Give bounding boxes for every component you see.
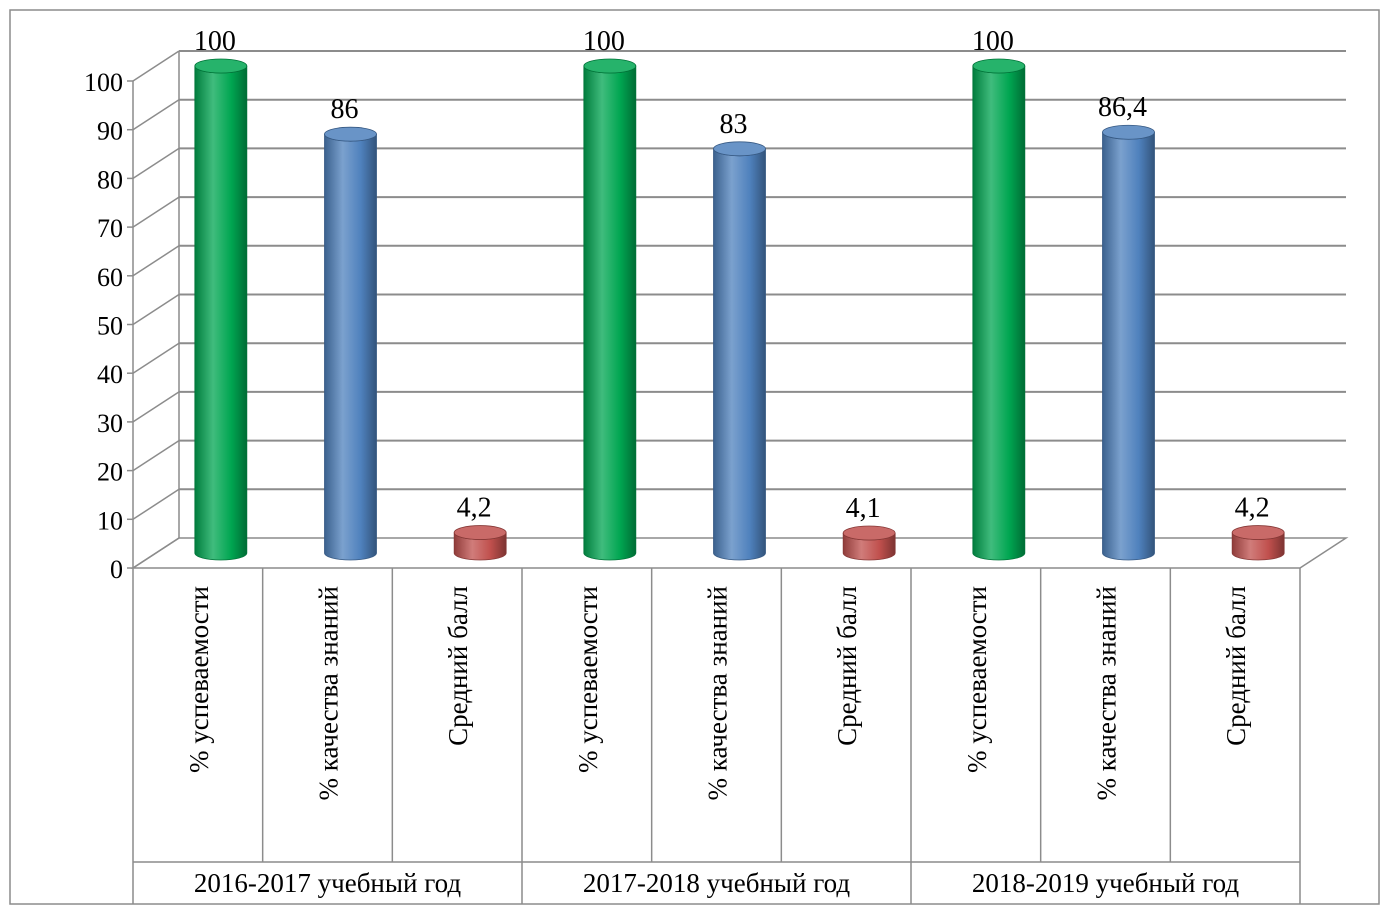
bar-top xyxy=(842,525,896,541)
category-label: % качества знаний xyxy=(314,586,344,800)
gridline-side xyxy=(132,245,180,277)
gridline-side xyxy=(132,488,180,520)
y-tick-label: 80 xyxy=(97,165,123,194)
group-label: 2017-2018 учебный год xyxy=(583,868,850,898)
category-label: Средний балл xyxy=(443,586,473,746)
gridline-side xyxy=(132,342,180,374)
category-label: % качества знаний xyxy=(1092,586,1122,800)
bar-value-label: 86 xyxy=(331,94,359,125)
category-label: Средний балл xyxy=(1221,586,1251,746)
category-label: % успеваемости xyxy=(962,586,992,773)
y-tick-label: 60 xyxy=(97,263,123,292)
bars xyxy=(194,58,1285,561)
gridline-side xyxy=(132,196,180,228)
bar-value-label: 83 xyxy=(720,109,748,140)
gridline-side xyxy=(132,439,180,472)
y-tick-label: 70 xyxy=(97,214,123,243)
y-tick-label: 90 xyxy=(97,117,123,146)
y-tick-label: 30 xyxy=(97,409,123,438)
bar-top xyxy=(583,58,637,74)
bar-top xyxy=(1231,525,1285,540)
group-label: 2016-2017 учебный год xyxy=(194,868,461,898)
axes xyxy=(127,51,1349,904)
bar xyxy=(1102,132,1155,561)
bar-top xyxy=(324,126,377,142)
bar-value-label: 4,1 xyxy=(846,493,881,524)
gridline-side xyxy=(132,391,180,423)
bar xyxy=(324,134,377,561)
bar-top xyxy=(194,58,248,74)
gridline-side xyxy=(132,293,180,326)
gridline-side xyxy=(132,99,180,131)
category-label: Средний балл xyxy=(832,586,862,746)
category-label: % успеваемости xyxy=(573,586,603,773)
bar-value-label: 100 xyxy=(972,26,1014,57)
bar-value-label: 100 xyxy=(583,26,625,57)
bar xyxy=(713,148,766,561)
bar xyxy=(972,65,1026,561)
y-tick-label: 20 xyxy=(97,458,123,487)
y-tick-label: 50 xyxy=(97,312,123,341)
gridline-side xyxy=(132,147,180,180)
bar xyxy=(583,65,637,561)
y-tick-label: 100 xyxy=(84,68,123,97)
bar-value-label: 100 xyxy=(194,26,236,57)
bar-value-label: 4,2 xyxy=(1235,493,1270,524)
bar-value-label: 86,4 xyxy=(1098,92,1147,123)
bar-top xyxy=(453,525,507,540)
y-tick-label: 10 xyxy=(97,506,123,535)
category-label: % успеваемости xyxy=(184,586,214,773)
bar-value-label: 4,2 xyxy=(457,493,492,524)
group-label: 2018-2019 учебный год xyxy=(972,868,1239,898)
y-tick-label: 0 xyxy=(110,555,123,584)
bar-top xyxy=(1102,124,1155,140)
bar xyxy=(194,65,248,561)
y-tick-label: 40 xyxy=(97,360,123,389)
bar-top xyxy=(972,58,1026,74)
gridline-side xyxy=(132,50,180,82)
labels: 0 10 20 30 40 50 60 70 80 90 100 100 % успеваемости 8… xyxy=(84,26,1270,898)
category-label: % качества знаний xyxy=(703,586,733,800)
bar-top xyxy=(713,141,766,157)
